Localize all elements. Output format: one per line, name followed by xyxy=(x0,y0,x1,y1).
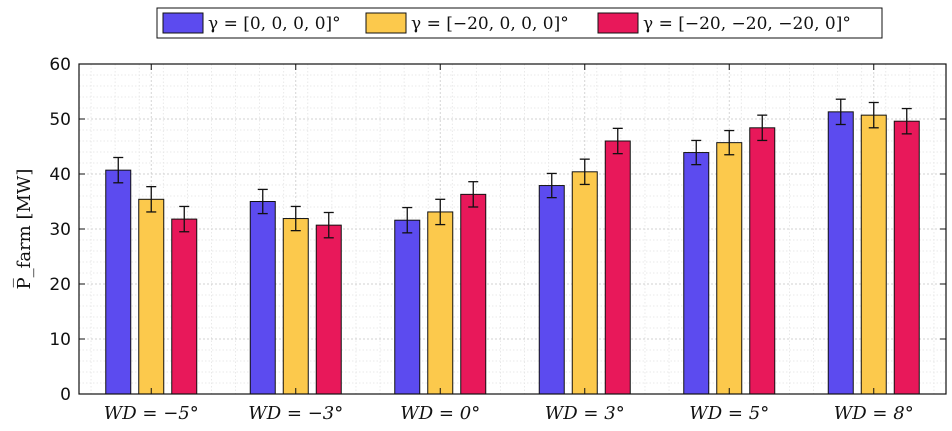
bar xyxy=(315,224,342,395)
bar xyxy=(893,120,920,395)
axes xyxy=(78,63,947,395)
legend: γ = [0, 0, 0, 0]° γ = [−20, 0, 0, 0]° γ = … xyxy=(156,7,883,39)
y-tick-label: 10 xyxy=(49,330,71,350)
y-tick-label: 50 xyxy=(49,110,71,130)
bar xyxy=(749,127,776,395)
bar xyxy=(171,218,198,395)
x-tick-label: WD = 3° xyxy=(545,403,625,424)
x-tick-label: WD = −3° xyxy=(248,403,343,424)
grid xyxy=(79,64,946,394)
x-tick-label: WD = 5° xyxy=(689,403,769,424)
x-tick-label: WD = 0° xyxy=(400,403,480,424)
bar xyxy=(827,111,854,395)
y-tick-label: 40 xyxy=(49,165,71,185)
legend-label: γ = [0, 0, 0, 0]° xyxy=(208,14,341,34)
y-tick-label: 0 xyxy=(60,385,71,405)
bars xyxy=(105,98,920,395)
bar xyxy=(716,142,743,395)
bar xyxy=(460,193,487,395)
bar xyxy=(105,169,132,395)
x-tick-label: WD = −5° xyxy=(104,403,199,424)
y-tick-label: 30 xyxy=(49,220,71,240)
bar xyxy=(427,211,454,395)
bar xyxy=(604,140,631,395)
bar xyxy=(538,185,565,395)
legend-swatch xyxy=(365,12,407,34)
legend-label: γ = [−20, 0, 0, 0]° xyxy=(411,14,569,34)
legend-swatch xyxy=(597,12,639,34)
bar xyxy=(394,219,421,395)
y-tick-label: 60 xyxy=(49,55,71,75)
bar xyxy=(683,152,710,395)
bar xyxy=(282,218,309,395)
legend-box xyxy=(156,7,883,39)
bar xyxy=(571,171,598,395)
y-axis-label-text: P̅_farm [MW] xyxy=(13,169,35,290)
bar xyxy=(249,201,276,395)
legend-swatch xyxy=(162,12,204,34)
y-axis-label: P̅_farm [MW] xyxy=(13,169,35,290)
bar xyxy=(138,198,165,395)
y-tick-label: 20 xyxy=(49,275,71,295)
tick-labels: 0 10 20 30 40 50 60 WD = −5° WD = −3° WD = 0° WD =… xyxy=(49,55,913,424)
bar xyxy=(860,114,887,395)
legend-label: γ = [−20, −20, −20, 0]° xyxy=(643,14,851,34)
x-tick-label: WD = 8° xyxy=(834,403,914,424)
